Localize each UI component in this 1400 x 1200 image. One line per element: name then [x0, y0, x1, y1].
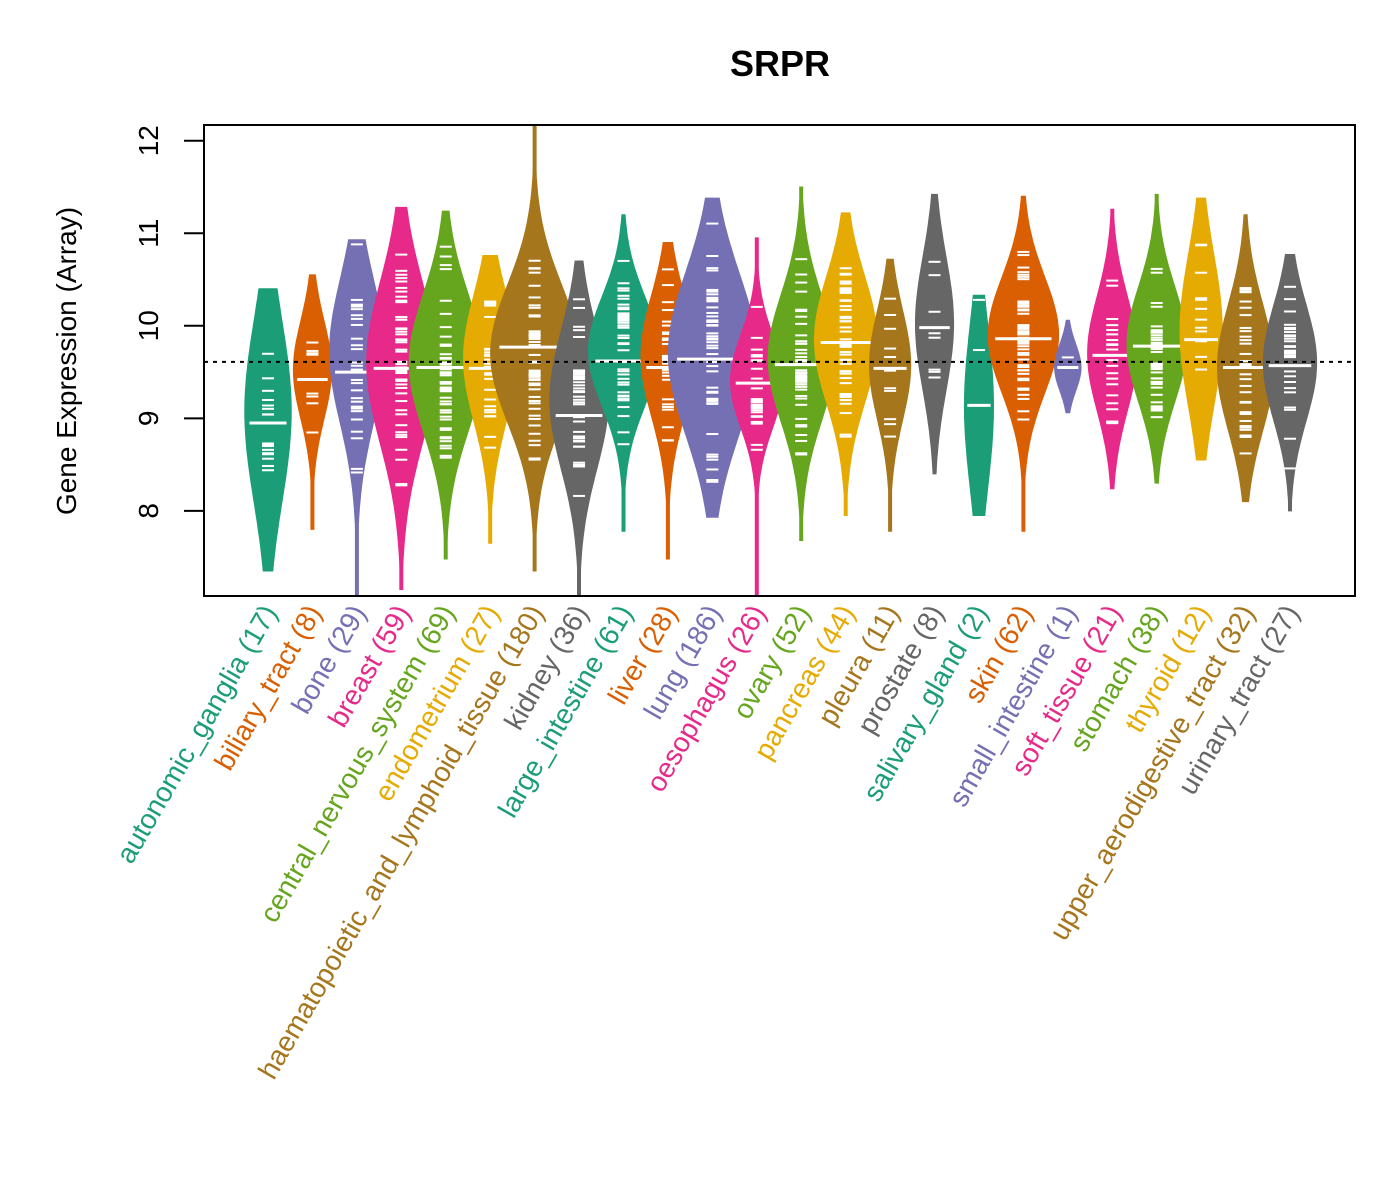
violin-body: [366, 206, 437, 590]
violin-body: [1217, 214, 1275, 503]
violin-thyroid: [1179, 197, 1223, 461]
chart-title: SRPR: [730, 43, 830, 84]
violin-skin: [987, 195, 1060, 532]
y-tick-label: 9: [133, 411, 164, 427]
violin-biliary-tract: [292, 274, 332, 530]
x-axis-labels: autonomic_ganglia (17)biliary_tract (8)b…: [110, 600, 1305, 1085]
violin-soft-tissue: [1087, 208, 1138, 490]
violin-pancreas: [813, 212, 878, 516]
violins-group: [244, 124, 1318, 597]
y-axis: 8 9 10 11 12: [133, 125, 204, 519]
violin-body: [987, 195, 1060, 532]
y-tick-label: 12: [133, 125, 164, 156]
y-axis-label: Gene Expression (Array): [51, 207, 82, 515]
violin-small-intestine: [1054, 319, 1082, 414]
violin-pleura: [869, 258, 912, 532]
violin-body: [587, 214, 660, 532]
violin-oesophagus: [729, 237, 784, 597]
violin-urinary-tract: [1262, 254, 1318, 512]
y-tick-label: 11: [133, 219, 164, 248]
violin-large-intestine: [587, 214, 660, 532]
violin-autonomic-ganglia: [244, 288, 292, 572]
violin-body: [869, 258, 912, 532]
violin-body: [408, 210, 483, 560]
y-tick-label: 10: [133, 310, 164, 341]
violin-body: [244, 288, 292, 572]
plot-frame: [203, 124, 1356, 597]
violin-breast: [366, 206, 437, 590]
violin-prostate: [915, 193, 955, 475]
violin-central-nervous-system: [408, 210, 483, 560]
violin-stomach: [1126, 193, 1187, 484]
violin-salivary-gland: [963, 294, 994, 516]
violin-upper-aerodigestive-tract: [1217, 214, 1275, 503]
y-tick-label: 8: [133, 503, 164, 519]
violin-body: [292, 274, 332, 530]
violin-body: [1179, 197, 1223, 461]
